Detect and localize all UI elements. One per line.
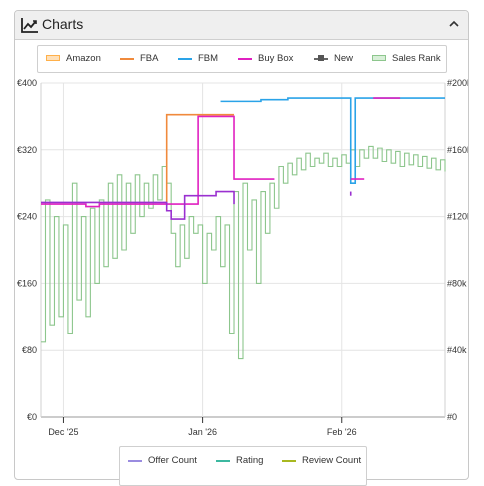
y-left-tick-label: €400 — [17, 79, 37, 88]
x-tick-label: Feb '26 — [327, 427, 357, 437]
fba-swatch — [120, 58, 134, 60]
x-tick-label: Jan '26 — [188, 427, 217, 437]
fbm-line — [220, 97, 445, 184]
y-left-tick-label: €160 — [17, 278, 37, 288]
review-count-swatch — [282, 460, 296, 462]
sales-rank-swatch — [372, 55, 386, 61]
line-chart-icon — [21, 18, 38, 33]
y-right-tick-label: #200k — [447, 79, 468, 88]
panel-title: Charts — [42, 16, 84, 32]
rating-swatch — [216, 460, 230, 462]
x-tick-label: Dec '25 — [48, 427, 78, 437]
y-right-tick-label: #80k — [447, 278, 467, 288]
y-right-tick-label: #120k — [447, 212, 468, 222]
panel-header[interactable]: Charts — [15, 11, 468, 40]
purple-line — [41, 190, 235, 220]
chart-legend: Amazon FBA FBM Buy Box New Sales Rank — [37, 45, 447, 73]
price-history-chart[interactable]: €0 #0 €80 #40k €160 #80k €240 #120k €320 #160k €40… — [15, 79, 468, 439]
y-left-tick-label: €80 — [22, 345, 37, 355]
fbm-swatch — [178, 58, 192, 60]
charts-panel: Charts Amazon FBA FBM Buy Box New Sa — [14, 10, 469, 486]
fba-line — [165, 113, 235, 205]
y-left-tick-label: €0 — [27, 412, 37, 422]
y-right-tick-label: #40k — [447, 345, 467, 355]
sales-rank-line — [41, 145, 446, 360]
offer-count-swatch — [128, 460, 142, 462]
y-right-tick-label: #0 — [447, 412, 457, 422]
secondary-legend: Offer Count Rating Review Count — [119, 446, 367, 486]
amazon-swatch — [46, 55, 60, 61]
y-right-tick-label: #160k — [447, 145, 468, 155]
chevron-up-icon[interactable] — [446, 16, 462, 32]
y-left-tick-label: €240 — [17, 212, 37, 222]
buy-box-swatch — [238, 58, 252, 60]
y-left-tick-label: €320 — [17, 145, 37, 155]
new-marker-icon — [318, 55, 324, 61]
